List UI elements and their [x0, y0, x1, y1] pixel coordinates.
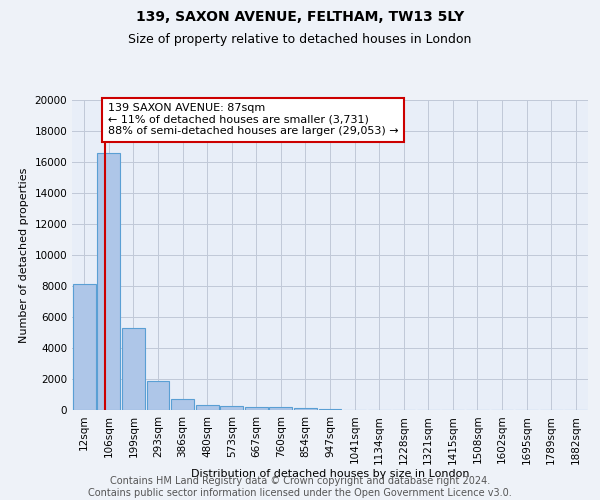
Bar — [97, 152, 120, 410]
Bar — [319, 409, 341, 410]
Bar — [196, 406, 218, 410]
Text: Size of property relative to detached houses in London: Size of property relative to detached ho… — [128, 32, 472, 46]
Bar — [294, 408, 317, 410]
Bar — [220, 406, 243, 410]
X-axis label: Distribution of detached houses by size in London: Distribution of detached houses by size … — [191, 469, 469, 479]
Bar — [171, 399, 194, 410]
Text: 139, SAXON AVENUE, FELTHAM, TW13 5LY: 139, SAXON AVENUE, FELTHAM, TW13 5LY — [136, 10, 464, 24]
Bar — [73, 284, 96, 410]
Text: 139 SAXON AVENUE: 87sqm
← 11% of detached houses are smaller (3,731)
88% of semi: 139 SAXON AVENUE: 87sqm ← 11% of detache… — [107, 103, 398, 136]
Bar — [245, 406, 268, 410]
Bar — [269, 407, 292, 410]
Y-axis label: Number of detached properties: Number of detached properties — [19, 168, 29, 342]
Text: Contains HM Land Registry data © Crown copyright and database right 2024.
Contai: Contains HM Land Registry data © Crown c… — [88, 476, 512, 498]
Bar — [146, 382, 169, 410]
Bar — [122, 328, 145, 410]
